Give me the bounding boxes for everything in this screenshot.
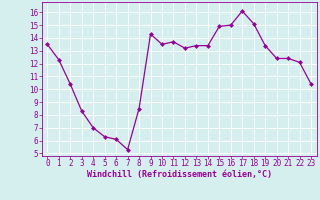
X-axis label: Windchill (Refroidissement éolien,°C): Windchill (Refroidissement éolien,°C) bbox=[87, 170, 272, 179]
